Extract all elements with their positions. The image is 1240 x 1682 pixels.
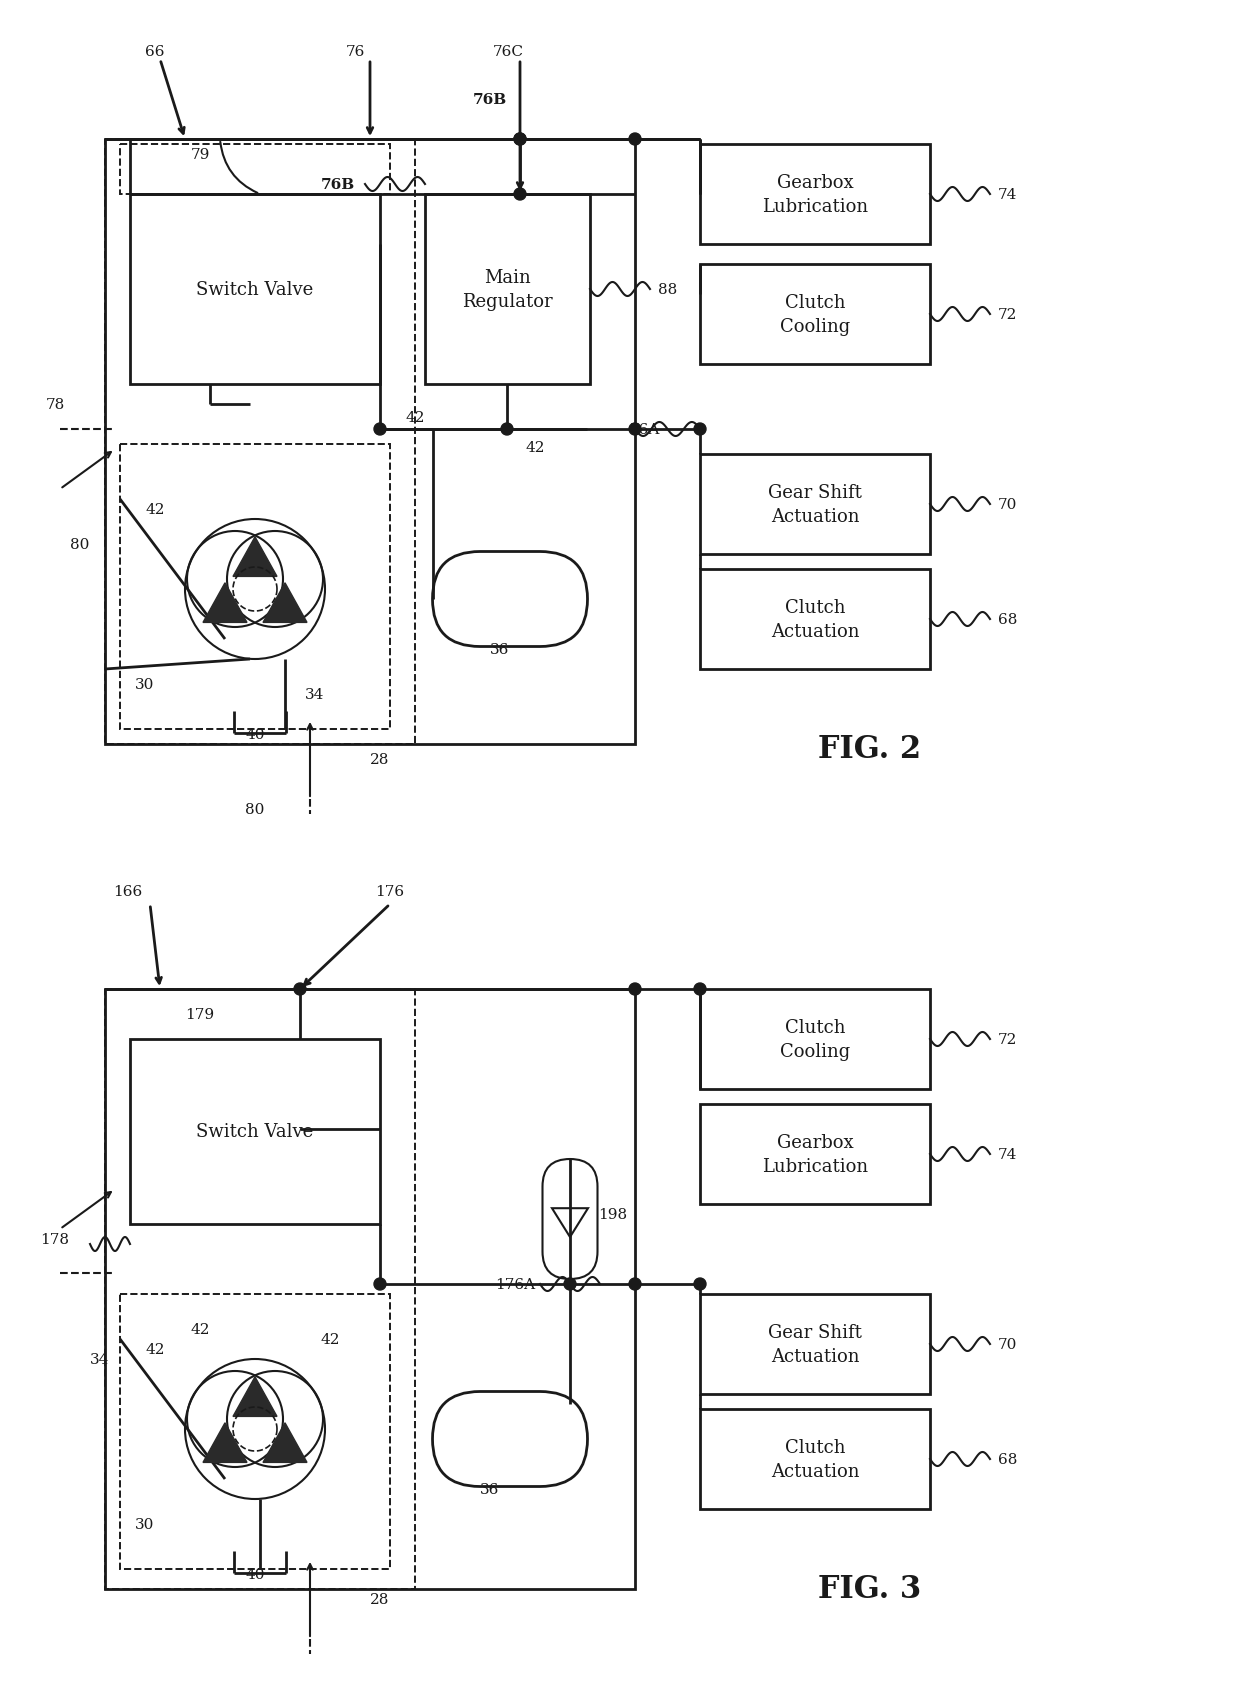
Text: 76A: 76A (630, 422, 660, 437)
Bar (701, 989, 930, 1090)
Bar (120, 444, 391, 730)
Text: 178: 178 (41, 1233, 69, 1246)
Text: Gearbox
Lubrication: Gearbox Lubrication (761, 1134, 868, 1176)
Text: 36: 36 (490, 643, 510, 656)
Text: Switch Valve: Switch Valve (196, 281, 314, 299)
Circle shape (515, 188, 526, 200)
Text: 40: 40 (246, 1568, 265, 1581)
Bar (701, 145, 930, 246)
Text: 76: 76 (345, 45, 365, 59)
Circle shape (501, 424, 513, 436)
Text: 34: 34 (305, 688, 325, 701)
Circle shape (629, 984, 641, 996)
Polygon shape (233, 538, 277, 577)
Text: 68: 68 (998, 1452, 1017, 1467)
Text: 88: 88 (658, 283, 677, 296)
Text: 42: 42 (320, 1332, 340, 1346)
Text: 72: 72 (998, 1033, 1017, 1046)
Circle shape (564, 1278, 577, 1290)
Bar (130, 195, 379, 385)
Text: 176: 176 (376, 885, 404, 898)
Polygon shape (203, 584, 247, 622)
Text: FIG. 2: FIG. 2 (818, 733, 921, 765)
Text: 42: 42 (145, 1342, 165, 1356)
Circle shape (294, 984, 306, 996)
Text: 74: 74 (998, 188, 1017, 202)
Text: 42: 42 (525, 441, 544, 454)
Text: 30: 30 (135, 1517, 155, 1531)
Text: Gear Shift
Actuation: Gear Shift Actuation (768, 484, 862, 525)
Text: 166: 166 (113, 885, 143, 898)
Text: 79: 79 (190, 148, 210, 161)
Text: Clutch
Actuation: Clutch Actuation (771, 1438, 859, 1480)
Circle shape (694, 1278, 706, 1290)
Text: Main
Regulator: Main Regulator (463, 269, 553, 311)
Bar (105, 989, 415, 1589)
Bar (105, 989, 635, 1589)
Text: 76B: 76B (321, 178, 355, 192)
Bar (701, 454, 930, 555)
Circle shape (629, 1278, 641, 1290)
Bar (120, 145, 391, 195)
Text: FIG. 3: FIG. 3 (818, 1574, 921, 1605)
Text: 40: 40 (246, 728, 265, 742)
Text: Gear Shift
Actuation: Gear Shift Actuation (768, 1324, 862, 1366)
Text: 42: 42 (145, 503, 165, 516)
Bar (130, 1039, 379, 1224)
Text: Clutch
Cooling: Clutch Cooling (780, 1019, 851, 1060)
Circle shape (374, 424, 386, 436)
Polygon shape (263, 584, 308, 622)
Bar (701, 1105, 930, 1204)
Polygon shape (203, 1423, 247, 1463)
Text: Clutch
Actuation: Clutch Actuation (771, 599, 859, 641)
Text: 36: 36 (480, 1482, 500, 1495)
Text: 70: 70 (998, 498, 1017, 511)
Text: Gearbox
Lubrication: Gearbox Lubrication (761, 175, 868, 215)
Bar (701, 1293, 930, 1394)
Text: 68: 68 (998, 612, 1017, 627)
Text: 176A: 176A (495, 1277, 534, 1292)
Text: 78: 78 (46, 397, 64, 412)
Text: 72: 72 (998, 308, 1017, 321)
Text: 28: 28 (370, 1593, 389, 1606)
Circle shape (374, 1278, 386, 1290)
Text: 179: 179 (186, 1008, 215, 1021)
Circle shape (515, 135, 526, 146)
Text: 76B: 76B (472, 93, 507, 108)
Bar (105, 140, 415, 745)
Bar (120, 1293, 391, 1569)
Text: 28: 28 (370, 752, 389, 767)
Polygon shape (233, 1378, 277, 1416)
Text: 34: 34 (91, 1352, 109, 1366)
Text: 198: 198 (598, 1208, 627, 1221)
Text: 42: 42 (190, 1322, 210, 1336)
Text: 80: 80 (71, 538, 89, 552)
Bar (425, 195, 590, 385)
Circle shape (694, 984, 706, 996)
Text: 74: 74 (998, 1147, 1017, 1161)
Bar (701, 264, 930, 365)
Text: 42: 42 (405, 410, 424, 426)
Text: 30: 30 (135, 678, 155, 691)
Bar (701, 1410, 930, 1509)
Bar (105, 140, 635, 745)
Circle shape (515, 135, 526, 146)
Text: Clutch
Cooling: Clutch Cooling (780, 294, 851, 336)
Circle shape (629, 424, 641, 436)
Polygon shape (263, 1423, 308, 1463)
Text: Switch Valve: Switch Valve (196, 1124, 314, 1140)
Text: 66: 66 (145, 45, 165, 59)
Circle shape (694, 424, 706, 436)
Text: 80: 80 (246, 802, 264, 816)
Bar (701, 570, 930, 669)
Circle shape (629, 135, 641, 146)
Text: 76C: 76C (492, 45, 523, 59)
Text: 70: 70 (998, 1337, 1017, 1351)
